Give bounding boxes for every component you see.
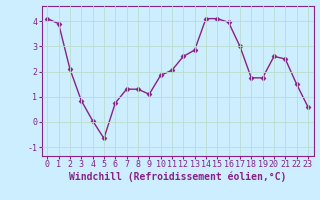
X-axis label: Windchill (Refroidissement éolien,°C): Windchill (Refroidissement éolien,°C) — [69, 172, 286, 182]
